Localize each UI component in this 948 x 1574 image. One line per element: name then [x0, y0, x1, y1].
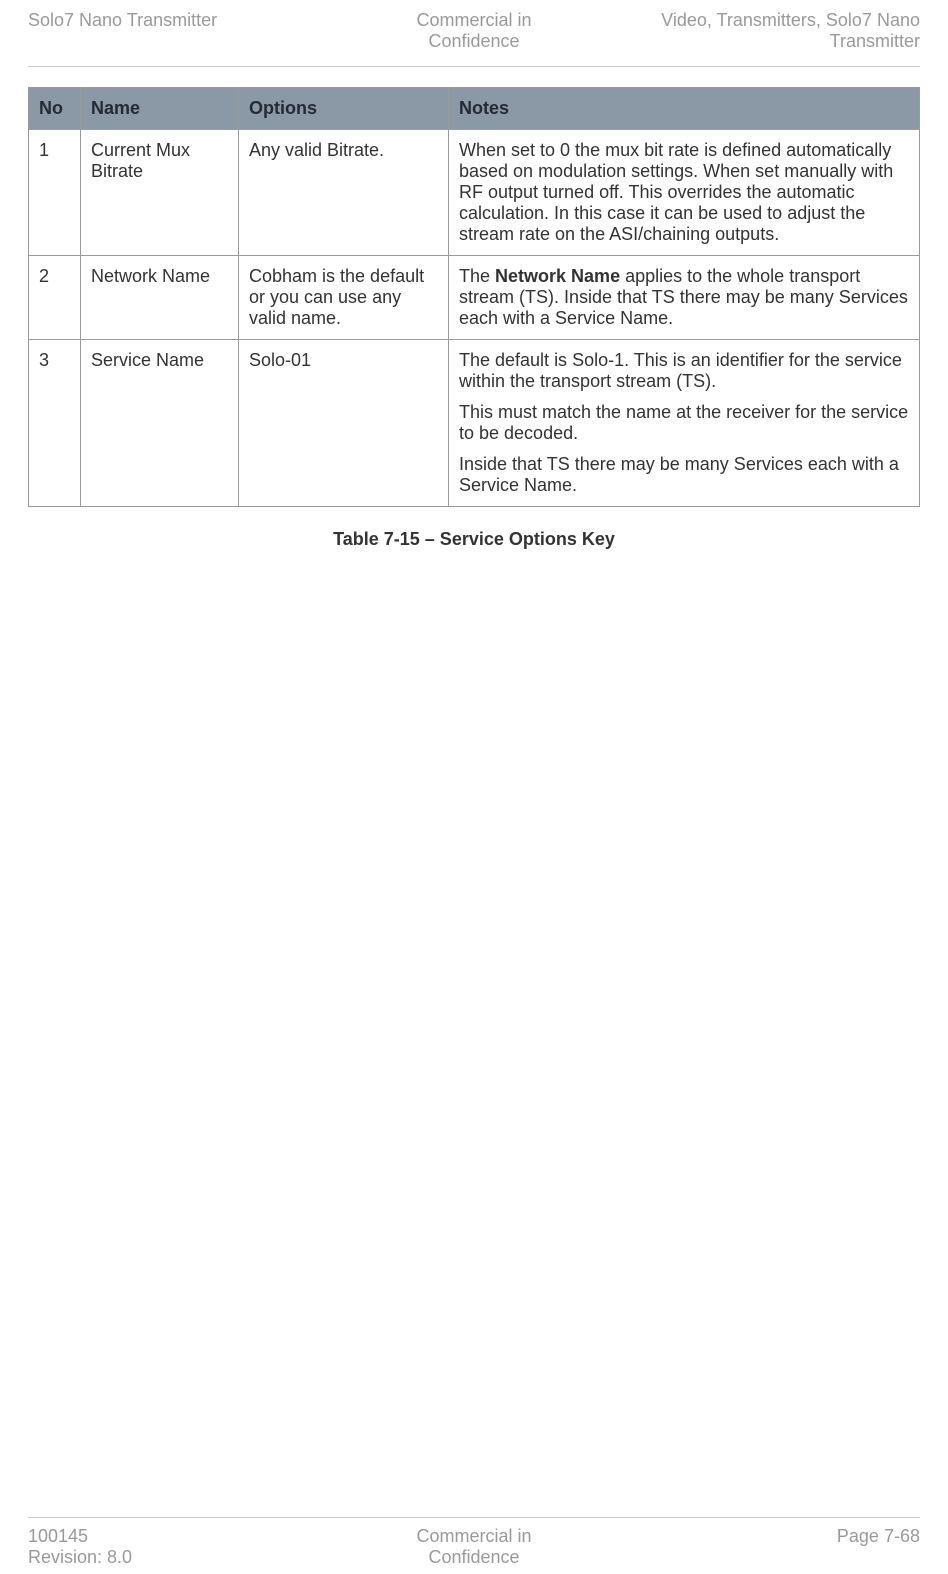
th-name: Name: [81, 88, 239, 130]
notes-p: The default is Solo-1. This is an identi…: [459, 350, 909, 392]
page-header: Solo7 Nano Transmitter Commercial in Con…: [28, 10, 920, 67]
notes-p: When set to 0 the mux bit rate is define…: [459, 140, 909, 245]
page-footer: 100145 Revision: 8.0 Commercial in Confi…: [28, 1517, 920, 1568]
cell-name: Service Name: [81, 340, 239, 507]
cell-options: Solo-01: [239, 340, 449, 507]
th-options: Options: [239, 88, 449, 130]
cell-notes: When set to 0 the mux bit rate is define…: [449, 130, 920, 256]
notes-pre: The: [459, 266, 495, 286]
table-row: 1 Current Mux Bitrate Any valid Bitrate.…: [29, 130, 920, 256]
service-options-table: No Name Options Notes 1 Current Mux Bitr…: [28, 87, 920, 507]
th-notes: Notes: [449, 88, 920, 130]
header-right-l2: Transmitter: [830, 31, 920, 51]
notes-p: Inside that TS there may be many Service…: [459, 454, 909, 496]
notes-p: The Network Name applies to the whole tr…: [459, 266, 909, 329]
cell-options: Any valid Bitrate.: [239, 130, 449, 256]
footer-mid: Commercial in Confidence: [325, 1526, 622, 1568]
cell-name: Current Mux Bitrate: [81, 130, 239, 256]
header-mid: Commercial in Confidence: [325, 10, 622, 52]
cell-no: 1: [29, 130, 81, 256]
cell-name: Network Name: [81, 256, 239, 340]
notes-p: This must match the name at the receiver…: [459, 402, 909, 444]
table-row: 3 Service Name Solo-01 The default is So…: [29, 340, 920, 507]
table-row: 2 Network Name Cobham is the default or …: [29, 256, 920, 340]
cell-no: 2: [29, 256, 81, 340]
footer-left: 100145 Revision: 8.0: [28, 1526, 325, 1568]
footer-mid-l2: Confidence: [428, 1547, 519, 1567]
notes-bold: Network Name: [495, 266, 620, 286]
footer-mid-l1: Commercial in: [416, 1526, 531, 1546]
footer-right: Page 7-68: [623, 1526, 920, 1568]
cell-notes: The default is Solo-1. This is an identi…: [449, 340, 920, 507]
table-header-row: No Name Options Notes: [29, 88, 920, 130]
cell-notes: The Network Name applies to the whole tr…: [449, 256, 920, 340]
cell-options: Cobham is the default or you can use any…: [239, 256, 449, 340]
table-caption: Table 7-15 – Service Options Key: [28, 529, 920, 550]
header-right: Video, Transmitters, Solo7 Nano Transmit…: [623, 10, 920, 52]
header-right-l1: Video, Transmitters, Solo7 Nano: [661, 10, 920, 30]
th-no: No: [29, 88, 81, 130]
header-mid-l1: Commercial in: [416, 10, 531, 30]
cell-no: 3: [29, 340, 81, 507]
footer-left-l2: Revision: 8.0: [28, 1547, 132, 1567]
header-mid-l2: Confidence: [428, 31, 519, 51]
footer-left-l1: 100145: [28, 1526, 88, 1546]
header-left: Solo7 Nano Transmitter: [28, 10, 325, 52]
